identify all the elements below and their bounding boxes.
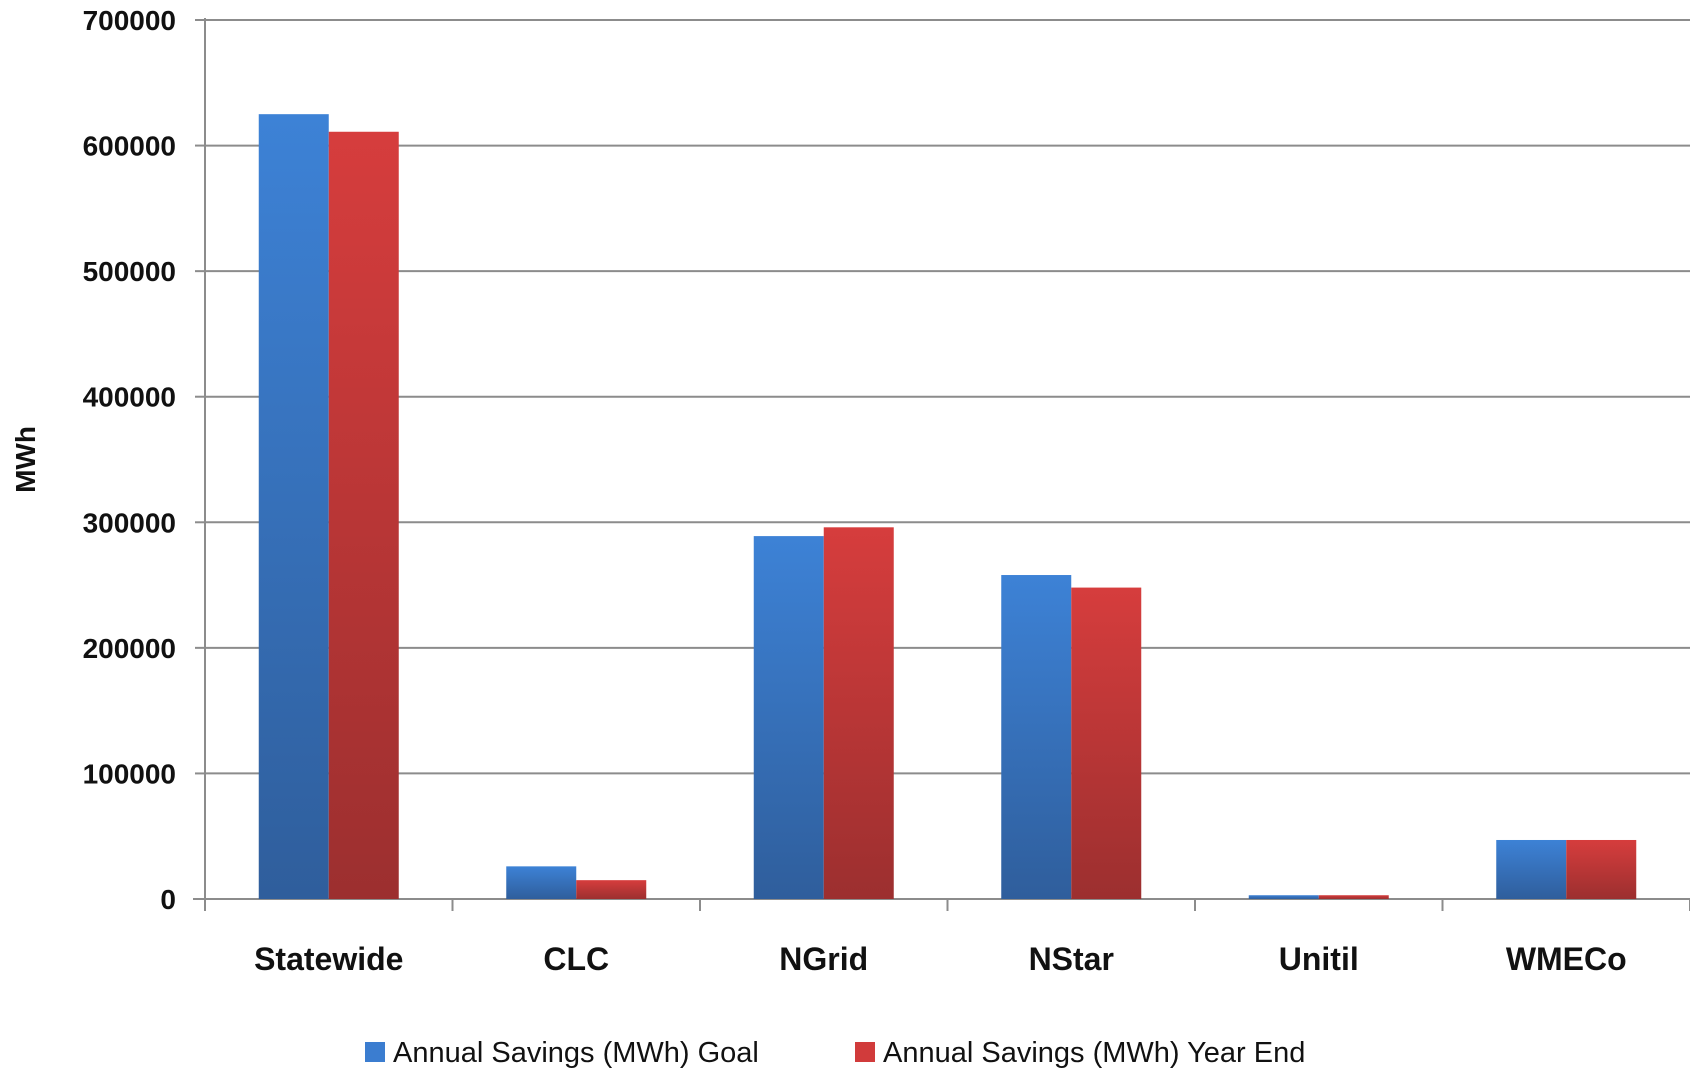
legend-swatch [365, 1042, 385, 1062]
gridlines [205, 19, 1690, 775]
bar-year-end-unitil [1318, 895, 1389, 899]
legend-label: Annual Savings (MWh) Year End [883, 1037, 1305, 1069]
y-tick-label: 500000 [83, 256, 176, 287]
bar-goal-nstar [1001, 575, 1072, 899]
legend-swatch [855, 1042, 875, 1062]
bars [258, 114, 1637, 900]
bar-goal-unitil [1248, 895, 1319, 899]
axes [193, 18, 1690, 911]
bar-goal-statewide [258, 114, 329, 899]
tick-labels: 0 100000 200000 300000 400000 500000 600000 700… [83, 5, 1627, 977]
bar-year-end-ngrid [823, 527, 894, 899]
x-category-label: WMECo [1506, 941, 1627, 977]
bar-year-end-nstar [1071, 587, 1142, 899]
y-tick-label: 600000 [83, 131, 176, 162]
y-tick-label: 100000 [83, 758, 176, 789]
y-tick-label: 300000 [83, 507, 176, 538]
legend: Annual Savings (MWh) Goal Annual Savings … [365, 1037, 1305, 1069]
y-tick-label: 700000 [83, 5, 176, 36]
y-tick-label: 200000 [83, 633, 176, 664]
bar-year-end-statewide [328, 131, 399, 900]
bar-goal-ngrid [753, 536, 824, 899]
x-category-label: CLC [543, 941, 609, 977]
x-category-label: Unitil [1279, 941, 1359, 977]
y-tick-label: 0 [160, 884, 176, 915]
bar-year-end-wmeco [1566, 839, 1637, 899]
bar-year-end-clc [576, 880, 647, 899]
x-category-label: Statewide [254, 941, 403, 977]
x-category-label: NStar [1029, 941, 1114, 977]
bar-goal-wmeco [1496, 839, 1567, 899]
y-axis-title: MWh [10, 426, 41, 493]
legend-label: Annual Savings (MWh) Goal [393, 1037, 759, 1069]
x-category-label: NGrid [779, 941, 868, 977]
y-tick-label: 400000 [83, 382, 176, 413]
bar-goal-clc [506, 866, 577, 899]
